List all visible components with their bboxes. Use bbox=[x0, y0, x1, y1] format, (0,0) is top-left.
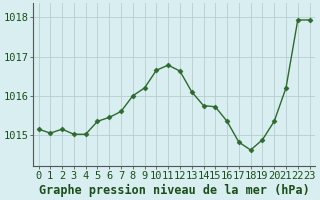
X-axis label: Graphe pression niveau de la mer (hPa): Graphe pression niveau de la mer (hPa) bbox=[39, 183, 309, 197]
